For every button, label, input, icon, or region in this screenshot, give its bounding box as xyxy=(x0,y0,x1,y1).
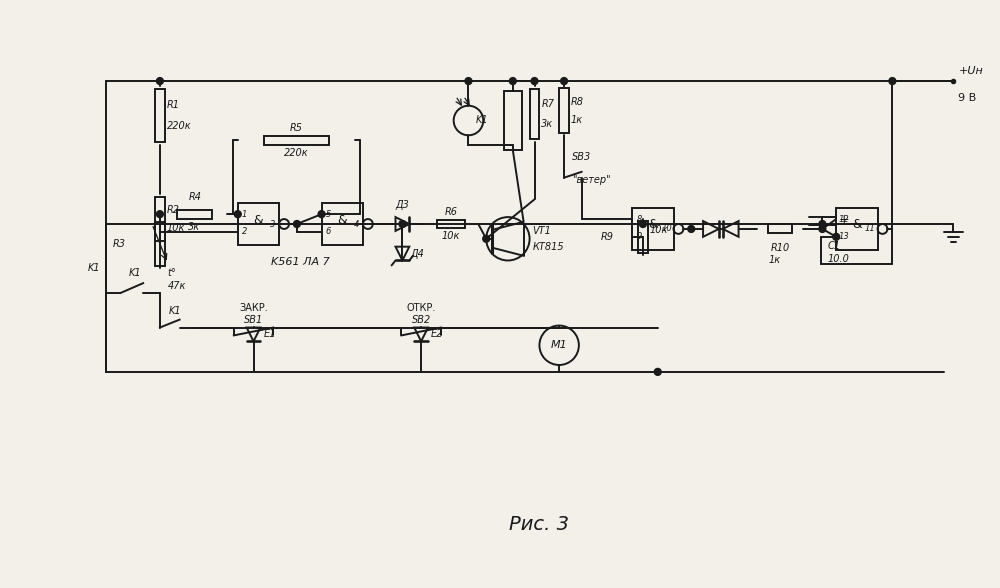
Text: R4: R4 xyxy=(189,192,202,202)
Text: 220к: 220к xyxy=(167,121,191,131)
Bar xyxy=(559,88,569,133)
Circle shape xyxy=(889,78,896,85)
Circle shape xyxy=(688,225,695,232)
Circle shape xyxy=(483,235,490,242)
Text: 10к: 10к xyxy=(442,232,460,242)
Text: R6: R6 xyxy=(445,206,458,216)
Circle shape xyxy=(819,220,826,228)
Text: 10к: 10к xyxy=(167,223,185,233)
Text: K1: K1 xyxy=(88,263,101,273)
Bar xyxy=(504,91,522,150)
Text: Д4: Д4 xyxy=(410,249,424,259)
Circle shape xyxy=(234,211,241,218)
Text: 47к: 47к xyxy=(168,281,186,291)
Text: K1: K1 xyxy=(476,115,488,125)
Circle shape xyxy=(399,220,406,228)
Text: R10: R10 xyxy=(770,243,790,253)
Text: 1к: 1к xyxy=(571,115,583,125)
Text: &: & xyxy=(648,219,658,232)
Circle shape xyxy=(318,211,325,218)
Text: M1: M1 xyxy=(551,340,568,350)
Circle shape xyxy=(465,78,472,85)
Text: &: & xyxy=(337,213,347,226)
Text: 4: 4 xyxy=(353,219,359,229)
Bar xyxy=(264,136,329,145)
Text: K1: K1 xyxy=(168,306,181,316)
Text: 9 B: 9 B xyxy=(958,93,977,103)
Text: C1: C1 xyxy=(827,240,840,250)
Bar xyxy=(632,208,674,250)
Text: R2: R2 xyxy=(167,205,180,215)
Text: 10к: 10к xyxy=(650,225,668,235)
Text: 2: 2 xyxy=(242,228,247,236)
Bar xyxy=(437,219,465,229)
Text: "ветер": "ветер" xyxy=(572,175,611,185)
Text: &: & xyxy=(852,219,862,232)
Text: VT1: VT1 xyxy=(533,226,551,236)
Circle shape xyxy=(156,78,163,85)
Text: КТ815: КТ815 xyxy=(533,242,564,252)
Text: 9: 9 xyxy=(636,232,642,241)
Text: &: & xyxy=(254,213,263,226)
Text: +Uн: +Uн xyxy=(958,66,983,76)
Text: Е2: Е2 xyxy=(431,329,443,339)
Text: 13: 13 xyxy=(839,232,849,241)
Circle shape xyxy=(654,369,661,375)
Text: +: + xyxy=(838,213,849,226)
Circle shape xyxy=(833,233,840,240)
Text: 3к: 3к xyxy=(188,222,200,232)
Circle shape xyxy=(509,78,516,85)
Text: 5: 5 xyxy=(326,210,331,219)
Bar xyxy=(155,222,165,266)
Bar xyxy=(638,221,648,253)
Circle shape xyxy=(293,220,300,228)
Text: K1: K1 xyxy=(129,268,142,278)
Circle shape xyxy=(819,225,826,232)
Text: R5: R5 xyxy=(290,123,303,133)
Bar xyxy=(530,89,539,139)
Text: SB3: SB3 xyxy=(572,152,591,162)
Text: ОТКР.: ОТКР. xyxy=(406,303,436,313)
Text: R9: R9 xyxy=(600,232,613,242)
Circle shape xyxy=(639,220,646,228)
Text: SB1: SB1 xyxy=(244,315,263,325)
Text: t°: t° xyxy=(168,268,177,278)
Text: 3: 3 xyxy=(270,219,275,229)
Text: Д3: Д3 xyxy=(395,200,409,210)
Text: R3: R3 xyxy=(112,239,125,249)
Text: R7: R7 xyxy=(541,99,554,109)
Text: R1: R1 xyxy=(167,100,180,110)
Text: Е1: Е1 xyxy=(263,329,276,339)
Text: 10: 10 xyxy=(661,225,672,233)
Text: SB2: SB2 xyxy=(412,315,431,325)
Text: 11: 11 xyxy=(864,225,875,233)
Bar xyxy=(177,210,212,219)
Text: 220к: 220к xyxy=(284,148,309,158)
Circle shape xyxy=(561,78,568,85)
Text: 6: 6 xyxy=(326,228,331,236)
Text: 10.0: 10.0 xyxy=(827,253,849,263)
Text: 8: 8 xyxy=(636,215,642,223)
Text: K561 ЛА 7: K561 ЛА 7 xyxy=(271,256,330,266)
Bar xyxy=(836,208,878,250)
Text: 1к: 1к xyxy=(769,255,781,265)
Text: ЗАКР.: ЗАКР. xyxy=(239,303,268,313)
Bar xyxy=(768,225,792,233)
Bar xyxy=(322,203,363,245)
Bar xyxy=(155,89,165,142)
Bar xyxy=(238,203,279,245)
Circle shape xyxy=(156,211,163,218)
Text: 1: 1 xyxy=(242,210,247,219)
Text: Рис. 3: Рис. 3 xyxy=(509,515,569,534)
Circle shape xyxy=(531,78,538,85)
Text: 3к: 3к xyxy=(541,119,554,129)
Text: R8: R8 xyxy=(571,97,584,107)
Bar xyxy=(155,197,165,241)
Text: 12: 12 xyxy=(839,215,849,223)
